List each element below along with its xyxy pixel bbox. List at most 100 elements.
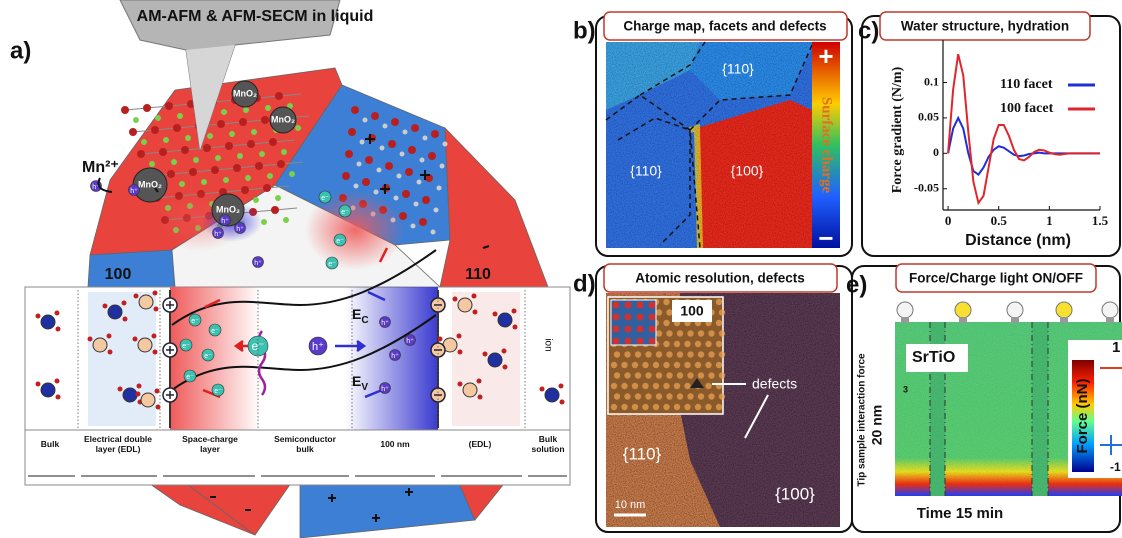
carrier-label: e⁻ — [186, 374, 194, 381]
region-line: Bulk — [539, 434, 558, 444]
scale-label: 10 nm — [615, 499, 646, 511]
ion — [458, 298, 472, 312]
carrier-label: h⁺ — [221, 218, 229, 225]
lattice-spot — [708, 330, 714, 336]
atom — [377, 168, 382, 173]
lattice-spot — [698, 330, 704, 336]
facet-label: {110} — [722, 61, 754, 77]
water — [472, 294, 477, 299]
x-tick-label: 1 — [1046, 213, 1053, 228]
lattice-spot — [645, 351, 651, 357]
carrier-label: e⁻ — [214, 388, 222, 395]
lattice-spot — [632, 362, 638, 368]
atom — [402, 190, 410, 198]
lattice-spot — [684, 383, 690, 389]
lattice-spot — [684, 404, 690, 410]
water — [108, 350, 113, 355]
water — [155, 389, 160, 394]
atom — [411, 124, 419, 132]
lattice-spot — [663, 362, 669, 368]
y-axis-label: Tip sample interaction force — [857, 353, 868, 487]
x-tick-label: 0 — [945, 213, 952, 228]
ion — [141, 393, 155, 407]
lattice-spot — [632, 404, 638, 410]
ion — [93, 338, 107, 352]
ion — [545, 388, 559, 402]
atom — [181, 146, 189, 154]
ion — [108, 305, 122, 319]
region-line: layer (EDL) — [96, 444, 141, 454]
atom — [185, 135, 191, 141]
lattice-spot — [663, 341, 669, 347]
lattice-spot — [674, 362, 680, 368]
water — [55, 379, 60, 384]
lattice-spot — [705, 341, 711, 347]
lattice-spot — [621, 383, 627, 389]
atom — [348, 128, 356, 136]
carrier-label: e⁻ — [336, 238, 344, 245]
water — [133, 337, 138, 342]
atom — [354, 184, 359, 189]
water — [56, 327, 61, 332]
atom — [201, 179, 207, 185]
atom — [255, 162, 263, 170]
colorbar-label: Force (nN) — [1074, 378, 1091, 453]
lattice-spot — [705, 383, 711, 389]
carrier-label: h⁺ — [406, 338, 414, 345]
figure: MnO₂MnO₂MnO₂MnO₂ — [0, 0, 1122, 538]
y-tick-label: 0 — [933, 145, 939, 159]
lattice-spot — [656, 330, 662, 336]
lattice-spot — [695, 341, 701, 347]
water — [118, 387, 123, 392]
mno2-label: MnO₂ — [233, 88, 257, 98]
panel-label: a) — [10, 37, 31, 64]
lattice-spot — [624, 393, 630, 399]
atom — [397, 174, 402, 179]
colorbar-tick: 1 — [1112, 339, 1120, 356]
atom — [417, 180, 422, 185]
atom — [271, 206, 279, 214]
atom — [265, 105, 271, 111]
atom — [422, 196, 430, 204]
atom — [400, 152, 405, 157]
water — [473, 310, 478, 315]
legend-label: 100 facet — [1000, 101, 1054, 116]
tick: 3 — [903, 384, 908, 394]
model-atom — [649, 326, 656, 333]
atom — [357, 162, 362, 167]
carrier-label: h⁺ — [312, 341, 324, 353]
ion — [488, 353, 502, 367]
carrier-label: e⁻ — [328, 261, 336, 268]
lattice-spot — [663, 404, 669, 410]
lattice-spot — [695, 404, 701, 410]
lattice-spot — [719, 393, 725, 399]
atom — [221, 109, 227, 115]
lattice-spot — [705, 362, 711, 368]
lattice-spot — [695, 362, 701, 368]
model-atom — [649, 302, 656, 309]
atom — [259, 151, 265, 157]
atom — [403, 130, 408, 135]
x-axis-label: Distance (nm) — [965, 232, 1071, 249]
bulb-base — [1060, 317, 1068, 323]
panel-a: MnO₂MnO₂MnO₂MnO₂ — [10, 0, 570, 538]
carrier-label: e⁻ — [182, 343, 190, 350]
lattice-spot — [677, 372, 683, 378]
region-line: Electrical double — [84, 434, 152, 444]
bulb-base — [901, 317, 909, 323]
ion-label: Mn²⁺ — [82, 159, 119, 176]
atom — [217, 120, 225, 128]
atom — [277, 160, 285, 168]
atom — [351, 106, 359, 114]
lattice-spot — [666, 351, 672, 357]
bulb-base — [1106, 317, 1114, 323]
lattice-spot — [719, 309, 725, 315]
carrier-label: h⁺ — [130, 188, 138, 195]
water — [137, 384, 142, 389]
lattice-spot — [666, 330, 672, 336]
lattice-spot — [666, 309, 672, 315]
carrier-label: e⁻ — [191, 318, 199, 325]
space-charge — [170, 287, 260, 430]
water — [134, 294, 139, 299]
lattice-spot — [719, 351, 725, 357]
